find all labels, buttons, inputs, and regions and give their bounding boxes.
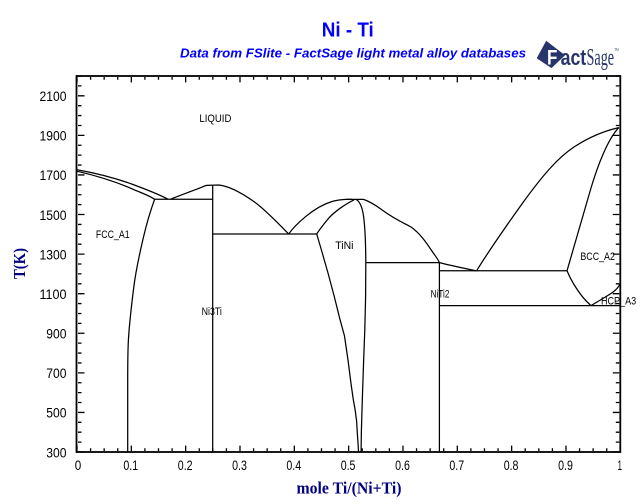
svg-text:T(K): T(K) (10, 248, 29, 279)
svg-text:0.8: 0.8 (504, 458, 519, 473)
svg-text:act: act (561, 45, 587, 70)
svg-text:TiNi: TiNi (335, 240, 353, 252)
svg-text:NiTi2: NiTi2 (431, 289, 450, 301)
svg-text:F: F (547, 45, 557, 69)
svg-text:1900: 1900 (40, 129, 67, 144)
svg-text:HCP_A3: HCP_A3 (601, 296, 636, 308)
svg-text:TM: TM (614, 47, 619, 52)
svg-text:Sage: Sage (587, 45, 615, 71)
svg-text:0.1: 0.1 (123, 458, 138, 473)
svg-text:1500: 1500 (40, 208, 67, 223)
svg-text:0.5: 0.5 (341, 458, 356, 473)
svg-text:LIQUID: LIQUID (199, 113, 231, 125)
svg-text:0.6: 0.6 (395, 458, 410, 473)
svg-text:FCC_A1: FCC_A1 (96, 229, 130, 241)
svg-text:1700: 1700 (40, 168, 67, 183)
svg-text:0.4: 0.4 (286, 458, 301, 473)
svg-text:Ni - Ti: Ni - Ti (322, 20, 374, 42)
svg-text:1300: 1300 (40, 247, 67, 262)
svg-text:BCC_A2: BCC_A2 (580, 251, 615, 263)
svg-text:0.9: 0.9 (558, 458, 573, 473)
svg-text:700: 700 (46, 366, 66, 381)
svg-text:500: 500 (46, 406, 66, 421)
svg-text:2100: 2100 (40, 89, 67, 104)
svg-text:Data from FSlite - FactSage li: Data from FSlite - FactSage light metal … (180, 47, 526, 61)
svg-text:900: 900 (46, 327, 66, 342)
svg-text:300: 300 (46, 445, 66, 460)
svg-text:0.7: 0.7 (449, 458, 464, 473)
svg-text:1100: 1100 (40, 287, 67, 302)
svg-text:mole Ti/(Ni+Ti): mole Ti/(Ni+Ti) (297, 479, 402, 498)
svg-text:1: 1 (618, 458, 623, 473)
svg-text:0.2: 0.2 (178, 458, 193, 473)
svg-text:0: 0 (75, 458, 82, 473)
svg-text:Ni3Ti: Ni3Ti (202, 306, 222, 318)
svg-text:0.3: 0.3 (232, 458, 247, 473)
